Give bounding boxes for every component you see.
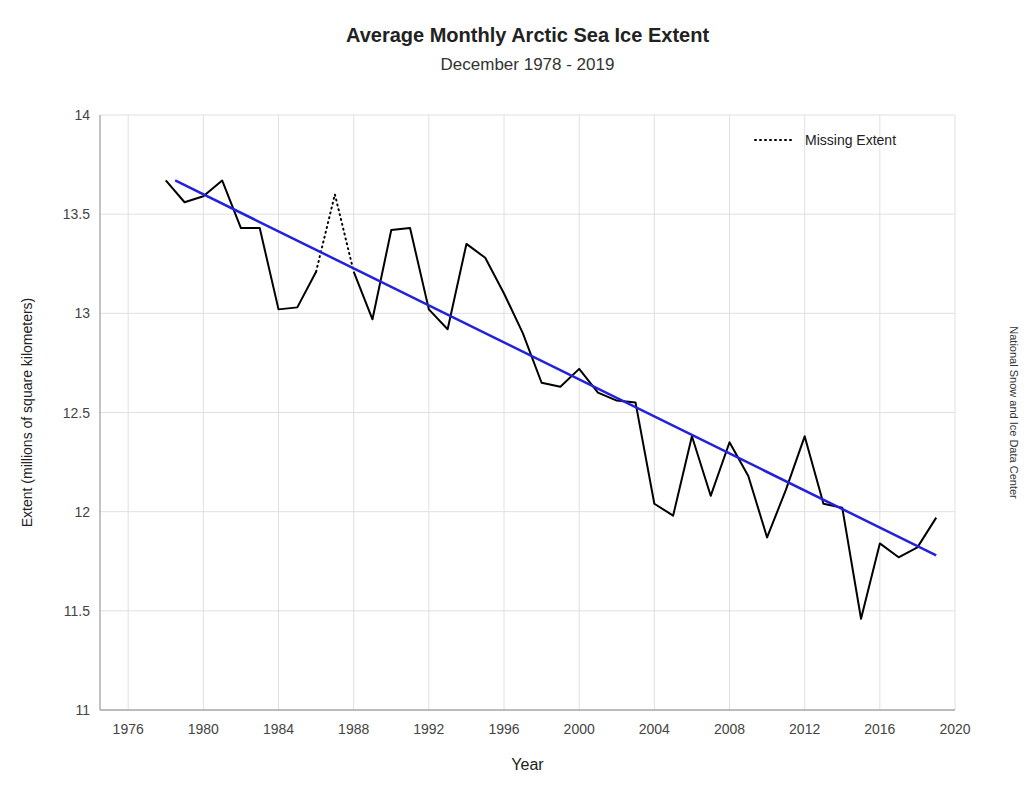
x-tick-label: 1996 <box>488 721 519 737</box>
x-grid-line <box>579 115 580 710</box>
x-tick-label: 1992 <box>413 721 444 737</box>
y-tick-label: 14 <box>74 107 90 123</box>
y-tick-label: 13.5 <box>63 206 90 222</box>
legend-swatch <box>755 139 795 141</box>
line <box>166 180 316 309</box>
x-tick-label: 2008 <box>714 721 745 737</box>
legend: Missing Extent <box>755 132 896 148</box>
x-grid-line <box>729 115 730 710</box>
x-grid-line <box>428 115 429 710</box>
x-tick-label: 1980 <box>188 721 219 737</box>
y-grid-line <box>100 214 955 215</box>
y-tick-label: 11 <box>75 702 90 718</box>
x-axis-label: Year <box>511 756 544 773</box>
x-tick-label: 2000 <box>564 721 595 737</box>
x-tick-label: 1976 <box>113 721 144 737</box>
x-tick-label: 2016 <box>864 721 895 737</box>
y-grid-line <box>100 313 955 314</box>
line <box>175 180 936 555</box>
title: Average Monthly Arctic Sea Ice Extent <box>346 24 709 46</box>
x-grid-line <box>278 115 279 710</box>
y-grid-line <box>100 511 955 512</box>
x-grid-line <box>504 115 505 710</box>
x-grid-line <box>353 115 354 710</box>
y-grid-line <box>100 710 955 711</box>
x-grid-line <box>128 115 129 710</box>
x-tick-label: 2020 <box>939 721 970 737</box>
x-grid-line <box>654 115 655 710</box>
x-grid-line <box>955 115 956 710</box>
y-grid-line <box>100 412 955 413</box>
x-axis-line <box>100 710 955 711</box>
y-tick-label: 12 <box>74 504 90 520</box>
y-grid-line <box>100 115 955 116</box>
plot-area <box>166 180 936 618</box>
y-axis-line <box>100 115 101 710</box>
source-annotation: National Snow and Ice Data Center <box>1008 326 1020 499</box>
chart: 11 11.5 12 12.5 13 13.5 14 1976 1980 1984 1988 1992… <box>0 0 1035 800</box>
y-tick-label: 13 <box>74 305 90 321</box>
y-axis-label: Extent (millions of square kilometers) <box>19 298 35 528</box>
grid <box>100 115 955 710</box>
y-tick-label: 12.5 <box>63 405 90 421</box>
x-tick-label: 1984 <box>263 721 294 737</box>
y-tick-label: 11.5 <box>64 603 90 619</box>
x-tick-label: 2004 <box>639 721 670 737</box>
line <box>354 228 937 619</box>
x-grid-line <box>879 115 880 710</box>
legend-label: Missing Extent <box>805 132 896 148</box>
x-grid-line <box>203 115 204 710</box>
x-tick-label: 2012 <box>789 721 820 737</box>
x-tick-label: 1988 <box>338 721 369 737</box>
subtitle: December 1978 - 2019 <box>441 55 615 74</box>
x-grid-line <box>804 115 805 710</box>
y-grid-line <box>100 610 955 611</box>
